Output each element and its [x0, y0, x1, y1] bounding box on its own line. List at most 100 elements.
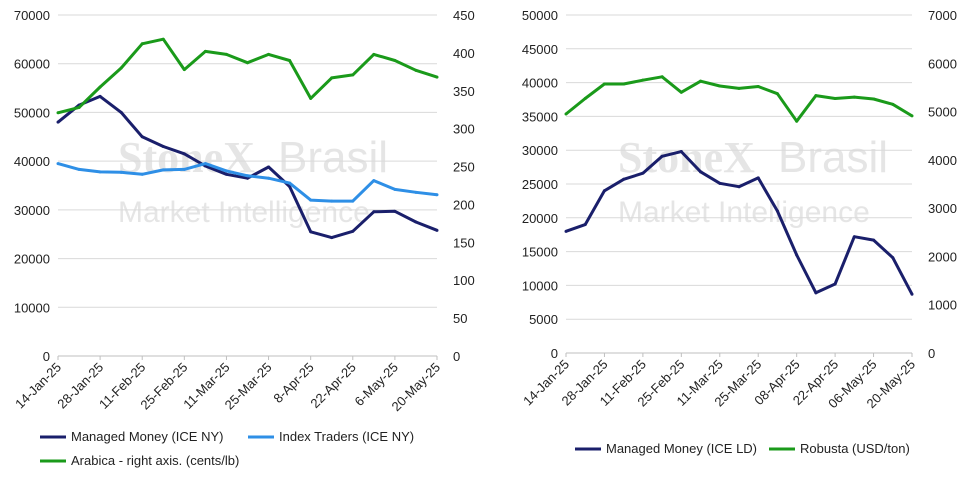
y-right-tick-label: 50: [453, 311, 467, 326]
data-point: [161, 145, 165, 149]
y-right-tick-label: 6000: [928, 56, 957, 71]
data-point: [852, 235, 856, 239]
data-point: [414, 68, 418, 72]
data-point: [641, 171, 645, 175]
legend-item: Index Traders (ICE NY): [248, 429, 414, 444]
y-right-tick-label: 5000: [928, 105, 957, 120]
data-point: [564, 229, 568, 233]
data-point: [602, 82, 606, 86]
y-right-tick-label: 200: [453, 197, 475, 212]
legend-item: Managed Money (ICE NY): [40, 429, 223, 444]
data-point: [435, 193, 439, 197]
data-point: [246, 174, 249, 178]
data-point: [98, 170, 102, 174]
data-point: [372, 210, 376, 214]
data-point: [756, 84, 760, 88]
data-point: [583, 223, 587, 227]
y-left-tick-label: 25000: [522, 177, 558, 192]
data-point: [330, 236, 334, 240]
data-point: [910, 292, 914, 296]
data-point: [814, 94, 818, 98]
data-point: [267, 52, 271, 56]
y-left-tick-label: 30000: [522, 143, 558, 158]
y-right-tick-label: 0: [453, 349, 460, 364]
y-right-tick-label: 100: [453, 273, 475, 288]
data-point: [119, 66, 123, 70]
data-point: [161, 168, 165, 172]
y-left-tick-label: 0: [43, 349, 50, 364]
data-point: [660, 154, 664, 158]
data-point: [795, 253, 799, 257]
data-point: [814, 291, 818, 295]
data-point: [246, 176, 249, 180]
data-point: [119, 110, 123, 114]
data-point: [182, 152, 186, 156]
y-right-tick-label: 1000: [928, 298, 957, 313]
y-left-tick-label: 40000: [522, 76, 558, 91]
data-point: [351, 229, 355, 233]
data-point: [622, 177, 626, 181]
data-point: [414, 220, 418, 224]
data-point: [564, 112, 568, 116]
data-point: [182, 68, 186, 72]
y-right-tick-label: 450: [453, 8, 475, 23]
legend-label: Index Traders (ICE NY): [279, 429, 414, 444]
data-point: [737, 185, 741, 189]
data-point: [602, 189, 606, 193]
data-point: [660, 75, 664, 79]
legend-item: Managed Money (ICE LD): [575, 441, 757, 456]
legend-label: Robusta (USD/ton): [800, 441, 910, 456]
data-point: [351, 199, 355, 203]
series-1: [564, 150, 914, 296]
y-right-tick-label: 7000: [928, 8, 957, 23]
y-left-tick-label: 60000: [14, 57, 50, 72]
series-3: [56, 37, 439, 115]
data-point: [309, 230, 313, 234]
data-point: [718, 181, 722, 185]
data-point: [267, 176, 271, 180]
data-point: [583, 97, 587, 101]
data-point: [718, 84, 722, 88]
data-point: [393, 187, 397, 191]
data-point: [77, 105, 81, 109]
data-point: [737, 86, 741, 90]
data-point: [872, 238, 876, 242]
data-point: [641, 78, 645, 82]
y-right-tick-label: 2000: [928, 249, 957, 264]
x-tick-label: 22-Apr-25: [307, 360, 358, 411]
data-point: [288, 58, 292, 62]
data-point: [330, 76, 334, 80]
data-point: [852, 95, 856, 99]
watermark-brand-suffix: Brasil: [278, 133, 388, 182]
data-point: [891, 256, 895, 260]
data-point: [56, 111, 60, 115]
data-point: [372, 179, 376, 183]
series-line: [565, 75, 913, 123]
data-point: [161, 37, 165, 41]
data-point: [775, 209, 779, 213]
data-point: [833, 282, 837, 286]
y-right-tick-label: 0: [928, 346, 935, 361]
data-point: [435, 228, 439, 232]
y-right-tick-label: 4000: [928, 153, 957, 168]
y-right-tick-label: 150: [453, 235, 475, 250]
y-right-tick-label: 250: [453, 160, 475, 175]
data-point: [309, 96, 313, 100]
y-right-tick-label: 350: [453, 84, 475, 99]
data-point: [203, 162, 207, 166]
y-left-tick-label: 50000: [14, 105, 50, 120]
data-point: [140, 135, 144, 139]
data-point: [699, 79, 703, 83]
data-point: [56, 162, 60, 166]
y-left-tick-label: 50000: [522, 8, 558, 23]
data-point: [679, 150, 683, 154]
legend-label: Managed Money (ICE LD): [606, 441, 757, 456]
data-point: [77, 167, 81, 171]
data-point: [224, 172, 228, 176]
y-left-tick-label: 70000: [14, 8, 50, 23]
